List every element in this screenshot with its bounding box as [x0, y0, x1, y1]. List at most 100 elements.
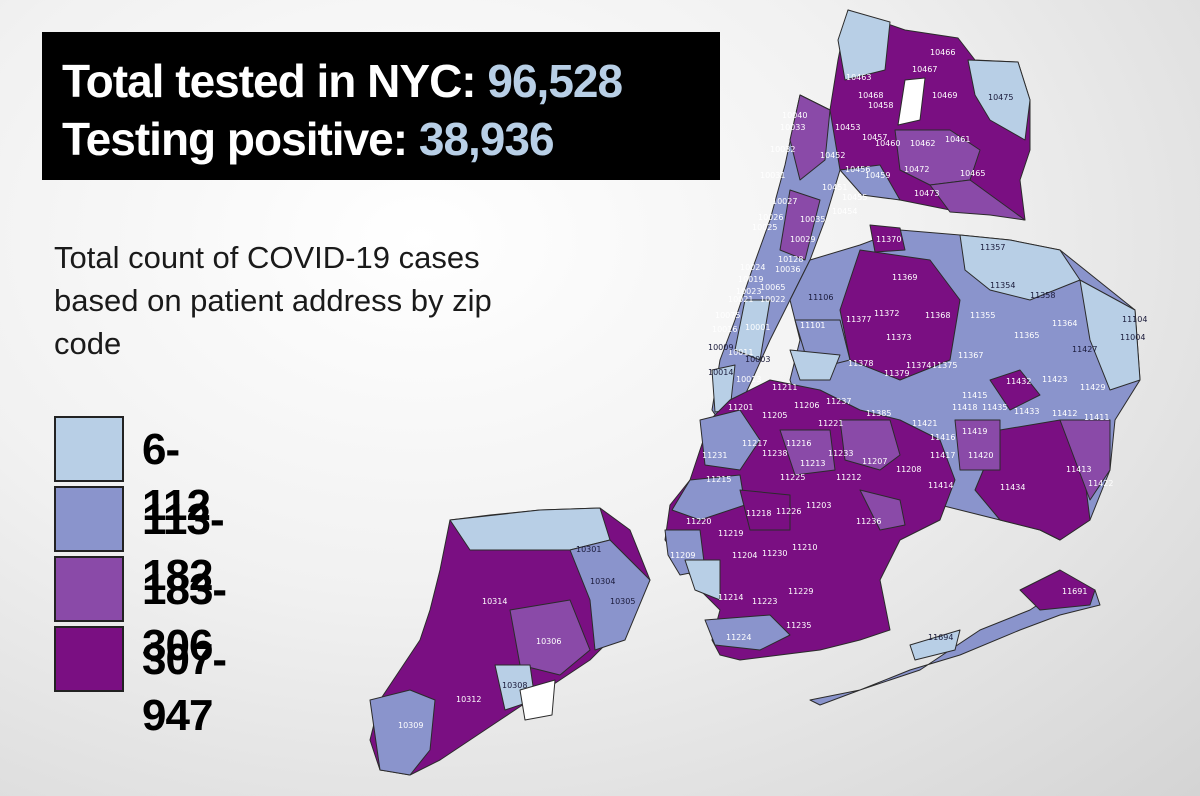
zip-label: 11203: [806, 501, 831, 510]
zip-region: [909, 629, 961, 661]
zip-region: [967, 59, 1031, 141]
zip-label: 11238: [762, 449, 787, 458]
tested-label: Total tested in NYC:: [62, 55, 477, 107]
legend-label-1: 6-112: [142, 425, 211, 530]
zip-region: [1019, 569, 1096, 611]
zip-label: 10308: [502, 681, 527, 690]
zip-label: 10019: [738, 275, 763, 284]
zip-label: 11377: [846, 315, 871, 324]
zip-label: 11375: [932, 361, 957, 370]
zip-label: 10305: [610, 597, 635, 606]
zip-label: 10301: [576, 545, 601, 554]
zip-label: 10031: [760, 171, 785, 180]
positive-label: Testing positive:: [62, 113, 408, 165]
zip-label: 11433: [1014, 407, 1039, 416]
zip-label: 11106: [808, 293, 833, 302]
zip-label: 11412: [1052, 409, 1077, 418]
zip-label: 11364: [1052, 319, 1077, 328]
zip-region: [369, 689, 436, 776]
zip-label: 10013: [736, 375, 761, 384]
zip-label: 11694: [928, 633, 953, 642]
zip-label: 11354: [990, 281, 1015, 290]
zip-label: 11207: [862, 457, 887, 466]
zip-label: 11237: [826, 397, 851, 406]
zip-label: 10065: [760, 283, 785, 292]
zip-label: 10075: [715, 311, 740, 320]
zip-label: 10036: [775, 265, 800, 274]
zip-label: 11219: [718, 529, 743, 538]
totals-banner: Total tested in NYC: 96,528 Testing posi…: [42, 32, 720, 180]
zip-region: [519, 679, 556, 721]
legend-label-3: 183-306: [142, 565, 227, 670]
zip-label: 11378: [848, 359, 873, 368]
zip-label: 11415: [962, 391, 987, 400]
zip-label: 10467: [912, 65, 937, 74]
zip-label: 10029: [790, 235, 815, 244]
zip-labels: 10466 10463 10467 10468 10458 10469 1047…: [398, 48, 1147, 730]
zip-label: 11422: [1088, 479, 1113, 488]
zip-label: 11233: [828, 449, 853, 458]
zip-label: 10458: [868, 101, 893, 110]
zip-region: [1059, 419, 1111, 501]
zip-label: 11357: [980, 243, 1005, 252]
zip-label: 11413: [1066, 465, 1091, 474]
zip-label: 11367: [958, 351, 983, 360]
zip-label: 11368: [925, 311, 950, 320]
zip-label: 11211: [772, 383, 797, 392]
zip-label: 11212: [836, 473, 861, 482]
zip-label: 10009: [708, 343, 733, 352]
zip-region: [789, 94, 831, 181]
zip-region: [869, 224, 906, 253]
zip-region: [897, 77, 926, 126]
zip-label: 11235: [786, 621, 811, 630]
zip-region: [959, 234, 1081, 301]
zip-label: 10026: [758, 213, 783, 222]
zip-label: 11224: [726, 633, 751, 642]
zip-label: 11220: [686, 517, 711, 526]
zip-region: [569, 539, 651, 651]
zip-label: 11223: [752, 597, 777, 606]
staten-island-borough: [369, 507, 651, 776]
zip-label: 10461: [945, 135, 970, 144]
zip-label: 10035: [800, 215, 825, 224]
zip-label: 11213: [800, 459, 825, 468]
zip-label: 10024: [740, 263, 765, 272]
zip-label: 11208: [896, 465, 921, 474]
zip-label: 11204: [732, 551, 757, 560]
zip-label: 10473: [914, 189, 939, 198]
zip-label: 10001: [745, 323, 770, 332]
legend-swatch-1: [54, 416, 124, 482]
zip-label: 10128: [778, 255, 803, 264]
zip-region: [739, 489, 791, 531]
tested-line: Total tested in NYC: 96,528: [62, 52, 720, 110]
zip-label: 10312: [456, 695, 481, 704]
zip-label: 11215: [706, 475, 731, 484]
zip-region: [779, 189, 821, 261]
zip-label: 10306: [536, 637, 561, 646]
zip-region: [1079, 279, 1141, 391]
zip-label: 11419: [962, 427, 987, 436]
zip-label: 11210: [792, 543, 817, 552]
zip-label: 11225: [780, 473, 805, 482]
zip-label: 10022: [760, 295, 785, 304]
zip-label: 10472: [904, 165, 929, 174]
zip-region: [704, 614, 791, 651]
zip-label: 11236: [856, 517, 881, 526]
zip-label: 10455: [842, 193, 867, 202]
zip-label: 11355: [970, 311, 995, 320]
zip-label: 11372: [874, 309, 899, 318]
zip-label: 11435: [982, 403, 1007, 412]
zip-label: 10021: [728, 295, 753, 304]
zip-label: 10014: [708, 368, 733, 377]
zip-label: 10469: [932, 91, 957, 100]
zip-region: [699, 409, 761, 471]
zip-region: [837, 9, 891, 81]
legend-swatch-4: [54, 626, 124, 692]
zip-region: [779, 429, 836, 476]
zip-label: 11434: [1000, 483, 1025, 492]
zip-label: 10314: [482, 597, 507, 606]
zip-region: [929, 179, 1026, 221]
zip-label: 11416: [930, 433, 955, 442]
zip-label: 10475: [988, 93, 1013, 102]
zip-label: 11385: [866, 409, 891, 418]
